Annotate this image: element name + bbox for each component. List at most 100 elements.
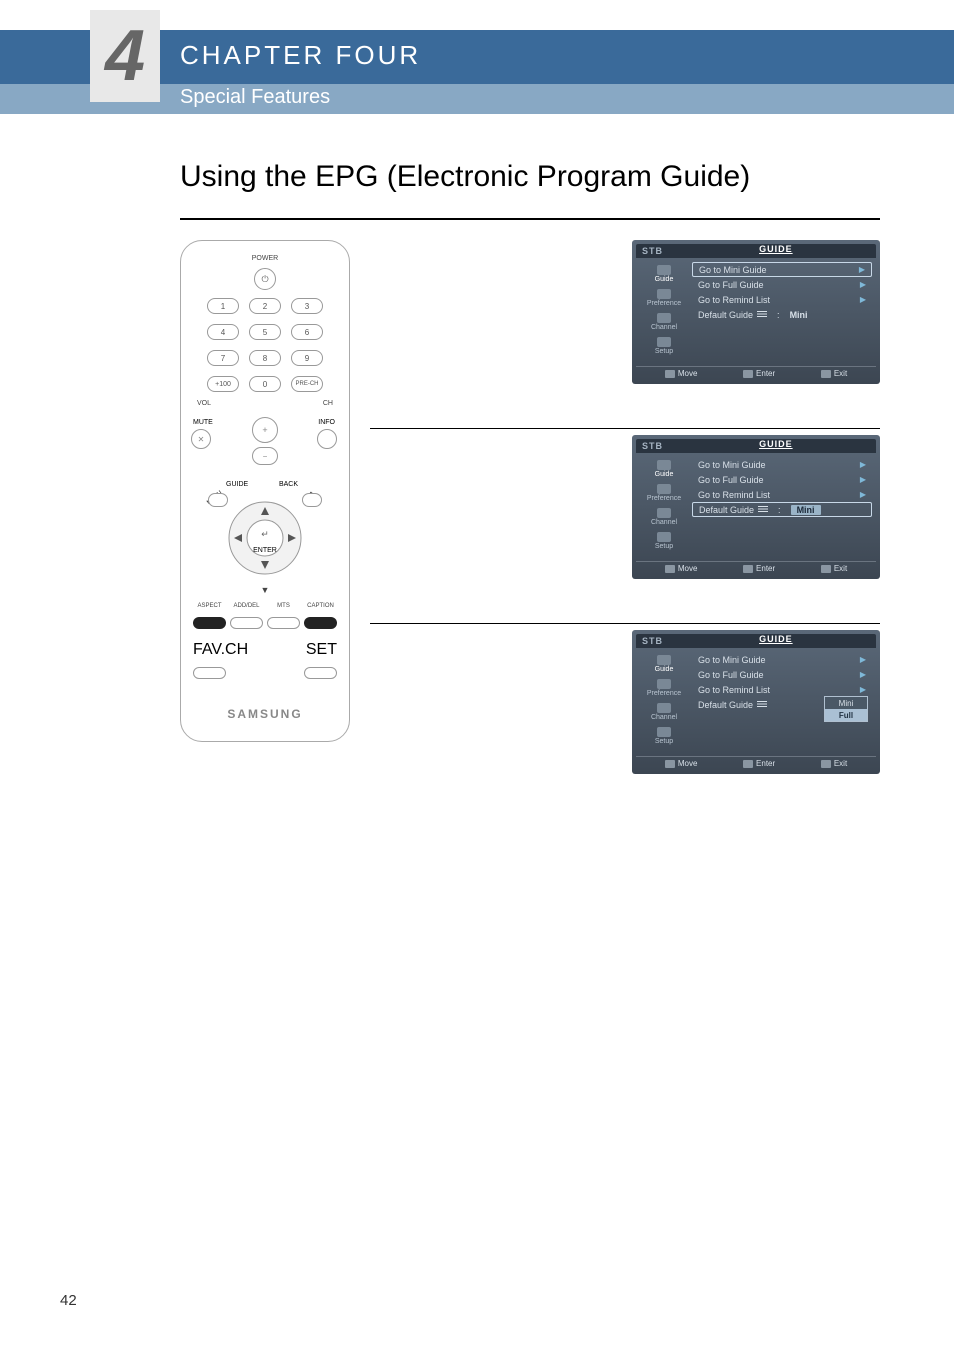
side-channel-label: Channel [651, 519, 677, 526]
vol-ch-labels: VOL CH [191, 400, 339, 407]
pre-ch: PRE-CH [291, 376, 323, 392]
num-9: 9 [291, 350, 323, 366]
bottom-labels: FAV.CH SET [191, 641, 339, 659]
move-label: Move [678, 759, 698, 768]
remote-column: POWER ⏻ 1 2 3 4 5 6 7 8 9 +10 [180, 240, 360, 818]
osd-menu: Go to Mini Guide▶ Go to Full Guide▶ Go t… [692, 453, 876, 557]
num-8: 8 [249, 350, 281, 366]
default-guide-label: Default Guide [698, 700, 753, 710]
mute-icon: ✕ [198, 435, 205, 444]
osd-column: STB GUIDE Guide Preference Channel Setup… [370, 240, 880, 818]
stb-label: STB [642, 441, 663, 451]
enter-label: Enter [756, 564, 775, 573]
caption-label: CAPTION [304, 603, 337, 609]
side-channel: Channel [636, 310, 692, 334]
exit-label: Exit [834, 759, 847, 768]
mini-guide-label: Go to Mini Guide [698, 655, 766, 665]
osd-header: STB GUIDE [636, 439, 876, 453]
full-guide-label: Go to Full Guide [698, 670, 764, 680]
num-row-1: 1 2 3 [207, 298, 323, 314]
enter-icon [743, 370, 753, 378]
mini-guide-label: Go to Mini Guide [699, 265, 767, 275]
side-setup-label: Setup [655, 348, 673, 355]
guide-icon [657, 460, 671, 470]
enter-icon [743, 760, 753, 768]
channel-icon [657, 703, 671, 713]
dpad: ↵ [228, 501, 302, 575]
menu-full-guide: Go to Full Guide▶ [692, 277, 872, 292]
enter-label: ENTER [253, 547, 277, 554]
chapter-number-box: 4 [90, 10, 160, 102]
num-5: 5 [249, 324, 281, 340]
move-icon [665, 370, 675, 378]
osd-footer: Move Enter Exit [636, 366, 876, 380]
menu-mini-guide: Go to Mini Guide ▶ [692, 652, 872, 667]
power-icon: ⏻ [261, 274, 268, 285]
side-channel-label: Channel [651, 714, 677, 721]
list-icon [757, 701, 767, 708]
mute-button: ✕ [191, 429, 211, 449]
osd-header: STB GUIDE [636, 634, 876, 648]
side-preference: Preference [636, 286, 692, 310]
osd-sidebar: Guide Preference Channel Setup [636, 453, 692, 557]
move-label: Move [678, 564, 698, 573]
preference-icon [657, 289, 671, 299]
page-header: 4 CHAPTER FOUR Special Features [0, 0, 954, 120]
osd-menu: Go to Mini Guide ▶ Go to Full Guide ▶ Go t… [692, 648, 876, 752]
default-guide-label: Default Guide [698, 310, 753, 320]
menu-button [208, 493, 228, 507]
menu-default-guide: Default Guide :Mini [692, 502, 872, 517]
aspect-button [193, 617, 226, 629]
aspect-label: ASPECT [193, 603, 226, 609]
function-labels: ASPECT ADD/DEL MTS CAPTION [191, 603, 339, 609]
default-guide-label: Default Guide [699, 505, 754, 515]
page-number: 42 [60, 1292, 77, 1309]
num-7: 7 [207, 350, 239, 366]
list-icon [758, 506, 768, 513]
preference-icon [657, 679, 671, 689]
vol-label: VOL [197, 400, 211, 407]
move-icon [665, 760, 675, 768]
menu-mini-guide: Go to Mini Guide▶ [692, 262, 872, 277]
svg-text:↵: ↵ [261, 529, 269, 539]
dd-mini: Mini [825, 697, 867, 709]
columns: POWER ⏻ 1 2 3 4 5 6 7 8 9 +10 [180, 240, 880, 818]
side-guide: Guide [636, 262, 692, 286]
default-guide-value: Mini [791, 505, 821, 515]
arrow-icon: ▶ [860, 670, 866, 679]
menu-default-guide: Default Guide Mini Full [692, 697, 872, 712]
num-4: 4 [207, 324, 239, 340]
side-setup: Setup [636, 724, 692, 748]
arrow-icon: ▶ [860, 655, 866, 664]
guide-title: GUIDE [759, 244, 793, 254]
page-whitespace [0, 818, 954, 1318]
chapter-label: CHAPTER FOUR [180, 40, 421, 71]
preference-icon [657, 484, 671, 494]
chapter-subtitle: Special Features [180, 86, 330, 109]
osd-footer: Move Enter Exit [636, 756, 876, 770]
side-pref-label: Preference [647, 690, 681, 697]
setup-icon [657, 727, 671, 737]
setup-icon [657, 532, 671, 542]
arrow-icon: ▶ [860, 295, 866, 304]
side-setup-label: Setup [655, 738, 673, 745]
stb-label: STB [642, 636, 663, 646]
side-setup: Setup [636, 529, 692, 553]
osd-footer: Move Enter Exit [636, 561, 876, 575]
num-0: 0 [249, 376, 281, 392]
channel-icon [657, 508, 671, 518]
menu-full-guide: Go to Full Guide ▶ [692, 667, 872, 682]
full-guide-label: Go to Full Guide [698, 475, 764, 485]
exit-icon [821, 565, 831, 573]
side-guide: Guide [636, 652, 692, 676]
num-1: 1 [207, 298, 239, 314]
side-channel-label: Channel [651, 324, 677, 331]
num-plus100: +100 [207, 376, 239, 392]
channel-icon [657, 313, 671, 323]
guide-title: GUIDE [759, 634, 793, 644]
exit-label: Exit [834, 369, 847, 378]
power-button: ⏻ [254, 268, 276, 290]
exit-button [302, 493, 322, 507]
side-guide-label: Guide [655, 276, 674, 283]
adddel-button [230, 617, 263, 629]
